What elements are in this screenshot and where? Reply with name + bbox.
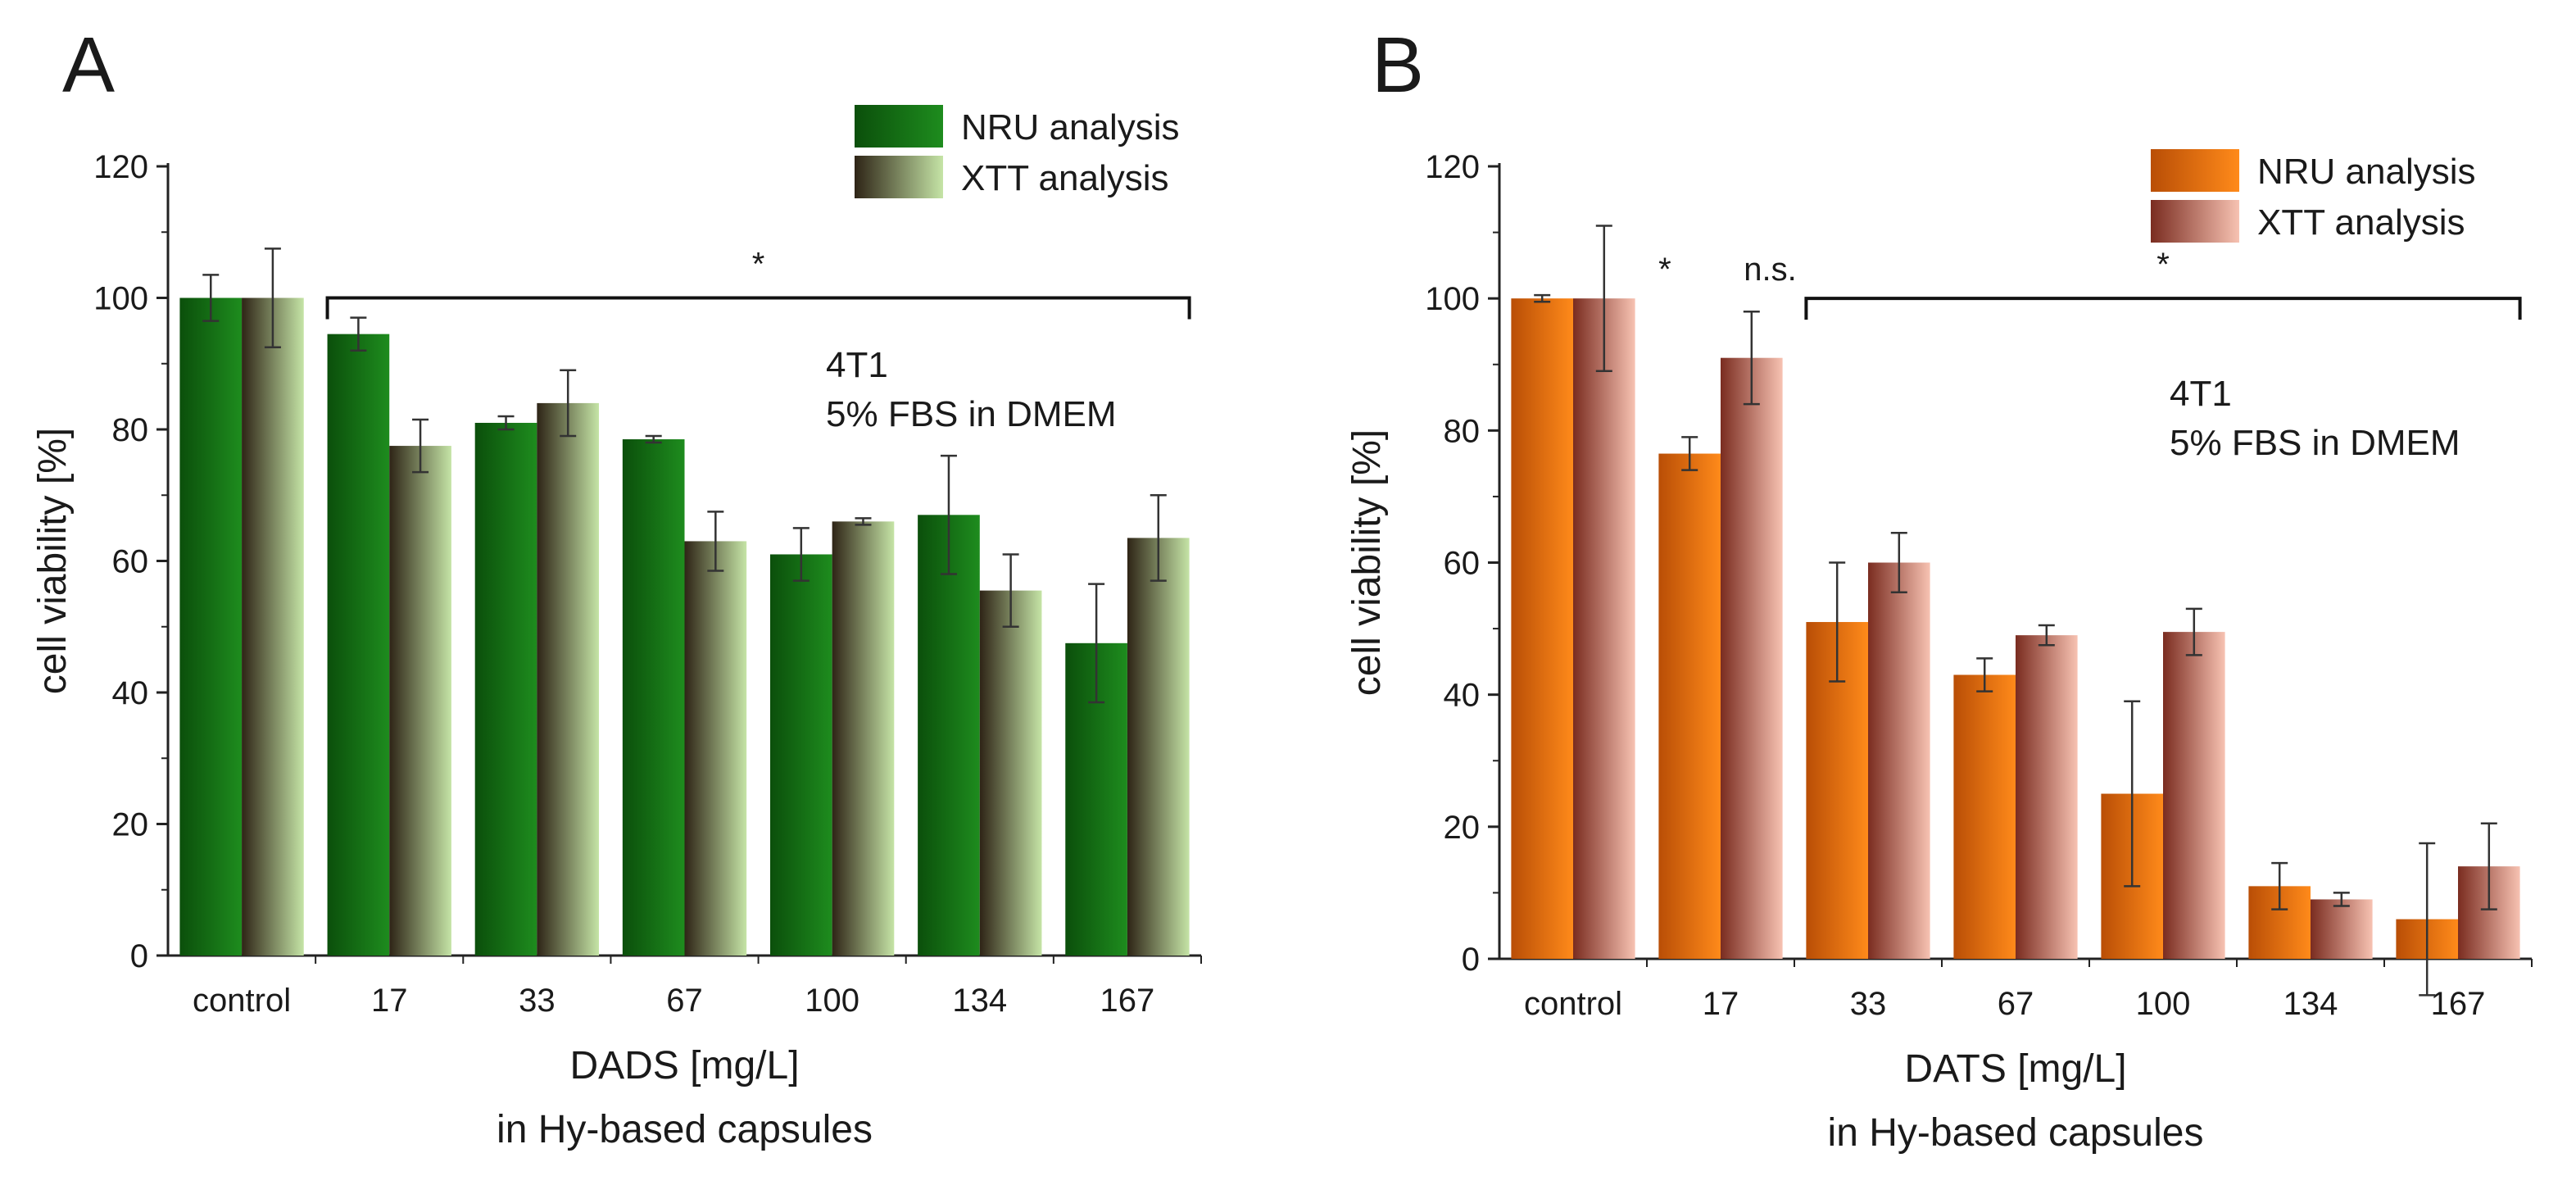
legend-label: NRU analysis (961, 107, 1180, 148)
panel-letter: A (62, 21, 115, 109)
significance-label: * (1658, 252, 1671, 288)
y-tick-label: 120 (93, 149, 148, 185)
y-tick-label: 40 (1444, 678, 1481, 714)
x-tick-label: 167 (1100, 983, 1155, 1019)
y-tick-label: 100 (93, 281, 148, 317)
bar-xtt (1127, 538, 1190, 956)
bar-xtt (1573, 298, 1635, 960)
y-tick-label: 60 (112, 544, 149, 580)
y-tick-label: 80 (112, 412, 149, 448)
y-tick-label: 0 (130, 938, 148, 974)
bar-nru (769, 554, 832, 956)
legend-label: NRU analysis (2257, 152, 2476, 192)
x-tick-label: 67 (1998, 986, 2034, 1022)
x-tick-label: 134 (952, 983, 1007, 1019)
y-tick-label: 120 (1425, 149, 1480, 185)
x-tick-label: 17 (371, 983, 408, 1019)
y-tick-label: 0 (1462, 942, 1480, 978)
bar-nru (327, 334, 390, 956)
bar-nru (1511, 298, 1573, 960)
significance-label: n.s. (1744, 252, 1796, 288)
bar-nru (1658, 453, 1721, 959)
bar-xtt (537, 402, 600, 956)
annotation-text: 5% FBS in DMEM (2170, 423, 2460, 463)
x-tick-label: control (193, 983, 291, 1019)
x-axis-label: DADS [mg/L] (569, 1044, 799, 1087)
annotation-text: 4T1 (826, 345, 888, 385)
x-axis-label: DATS [mg/L] (1904, 1047, 2126, 1091)
x-tick-label: 33 (519, 983, 556, 1019)
bar-xtt (1868, 562, 1930, 959)
bar-nru (918, 515, 980, 956)
annotation-text: 5% FBS in DMEM (826, 394, 1117, 434)
x-tick-label: 33 (1850, 986, 1887, 1022)
panel-b: B 0 20 40 60 80 100 120 control 17 33 67 100 134 167 ce… (1345, 21, 2533, 1155)
significance-label: * (752, 247, 765, 283)
legend-swatch (855, 105, 943, 148)
annotation-text: 4T1 (2170, 374, 2232, 414)
bar-xtt (979, 590, 1042, 956)
legend-swatch (2151, 200, 2239, 243)
y-tick-label: 80 (1444, 413, 1481, 449)
y-tick-label: 100 (1425, 281, 1480, 317)
significance-bracket (1804, 297, 2522, 320)
x-tick-label: 100 (805, 983, 859, 1019)
y-tick-label: 40 (112, 675, 149, 711)
y-tick-label: 20 (112, 807, 149, 843)
legend-swatch (2151, 149, 2239, 192)
x-axis-sublabel: in Hy-based capsules (1828, 1111, 2204, 1155)
bar-xtt (2311, 899, 2373, 959)
bar-nru (179, 297, 243, 956)
legend-label: XTT analysis (2257, 202, 2465, 243)
significance-bracket (325, 296, 1191, 320)
x-tick-label: 67 (666, 983, 703, 1019)
legend-label: XTT analysis (961, 158, 1169, 198)
bar-xtt (389, 446, 451, 956)
y-axis-label: cell viability [%] (31, 428, 75, 694)
x-tick-label: 167 (2431, 986, 2486, 1022)
bar-xtt (2016, 635, 2078, 959)
bar-xtt (2163, 632, 2225, 959)
bar-xtt (242, 297, 304, 956)
x-axis-sublabel: in Hy-based capsules (497, 1108, 873, 1151)
bar-xtt (684, 541, 747, 956)
bar-nru (1953, 674, 2016, 959)
bar-xtt (1721, 357, 1783, 960)
x-tick-label: control (1524, 986, 1622, 1022)
significance-label: * (2156, 247, 2170, 283)
y-tick-label: 60 (1444, 546, 1481, 582)
panel-a: A 0 20 40 60 80 100 120 control 17 33 67 100 134 167 ce… (31, 21, 1202, 1151)
x-tick-label: 17 (1703, 986, 1739, 1022)
bar-nru (622, 439, 685, 956)
legend-swatch (855, 156, 943, 198)
y-axis-label: cell viability [%] (1345, 429, 1389, 696)
panel-letter: B (1372, 21, 1424, 109)
x-tick-label: 100 (2136, 986, 2191, 1022)
x-tick-label: 134 (2283, 986, 2338, 1022)
bar-xtt (832, 521, 895, 956)
bar-nru (474, 422, 537, 956)
y-tick-label: 20 (1444, 810, 1481, 846)
